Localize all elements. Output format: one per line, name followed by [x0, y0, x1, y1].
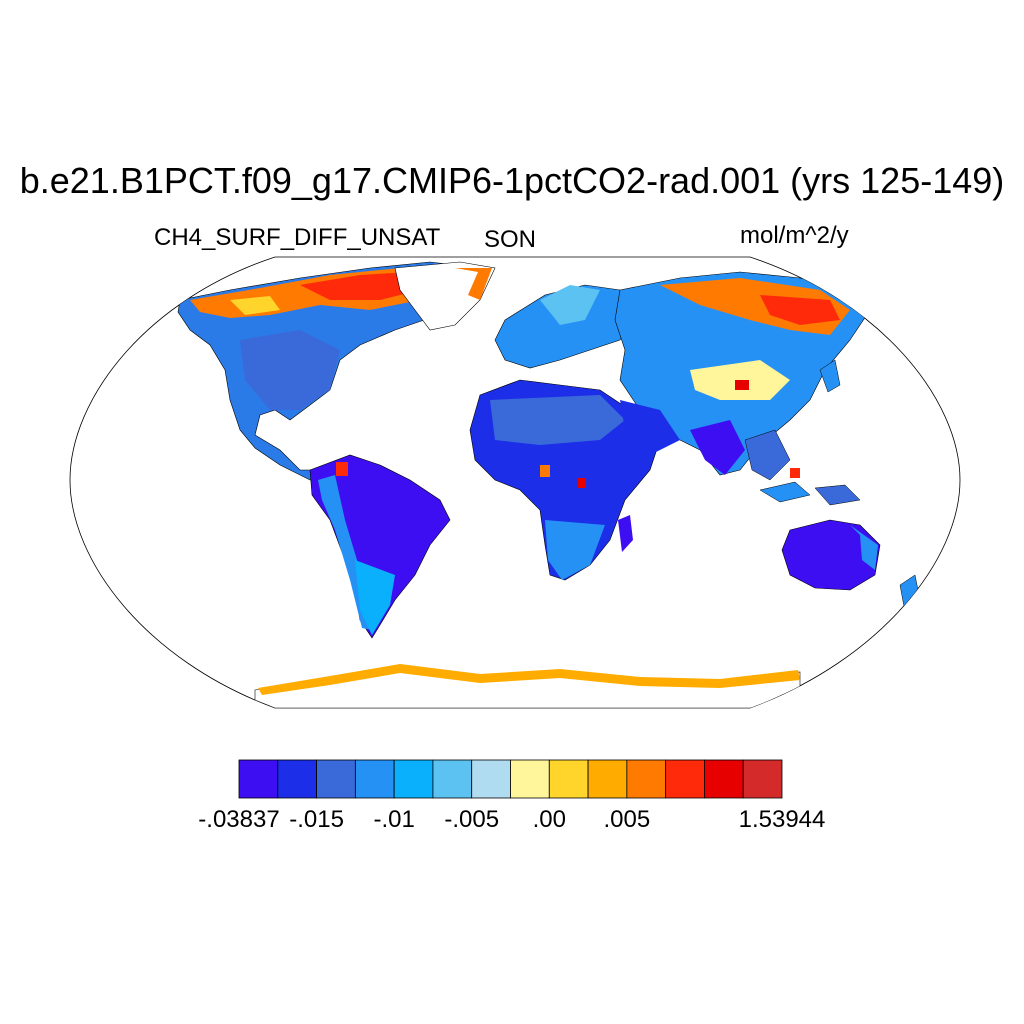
colorbar-tick-label: 1.53944 — [738, 806, 826, 833]
colorbar-swatch — [626, 759, 667, 799]
india — [690, 420, 745, 475]
variable-label: CH4_SURF_DIFF_UNSAT — [154, 224, 441, 251]
antarctica-edge — [258, 664, 800, 695]
colorbar-tick-label: .00 — [532, 806, 566, 833]
south-america — [309, 454, 451, 639]
colorbar-tick-label: .005 — [603, 806, 651, 833]
australia — [781, 519, 881, 591]
colorbar-tick-label: -.01 — [373, 806, 415, 833]
colorbar-swatch — [510, 759, 550, 799]
japan — [819, 359, 841, 393]
colorbar-swatch — [471, 759, 511, 799]
colorbar-swatch — [587, 759, 628, 799]
africa-hotspot-2 — [578, 478, 586, 488]
southern-africa — [545, 520, 605, 580]
units-label: mol/m^2/y — [740, 222, 849, 249]
arctic-canada-yellow — [230, 296, 280, 315]
tibet-hotspot — [735, 380, 749, 390]
colorbar-swatch — [665, 759, 705, 799]
colorbar-swatch — [704, 759, 744, 799]
figure-title: b.e21.B1PCT.f09_g17.CMIP6-1pctCO2-rad.00… — [19, 160, 1005, 201]
colorbar-swatch — [548, 759, 589, 799]
sahara — [490, 395, 625, 445]
borneo-hotspot — [790, 468, 800, 478]
siberia-red — [760, 295, 840, 325]
colorbar-swatch — [354, 759, 395, 799]
colorbar-swatch — [393, 759, 434, 799]
greenland — [394, 261, 496, 331]
indonesia-2 — [814, 484, 861, 506]
colorbar-tick-label: -.015 — [289, 806, 344, 833]
patagonia — [355, 560, 395, 635]
colorbar-swatch — [432, 759, 473, 799]
indochina — [744, 429, 791, 481]
arabia — [620, 400, 680, 455]
colorbar-swatch — [742, 759, 783, 799]
colorbar-tick-label: -.03837 — [198, 806, 280, 833]
north-america-core — [240, 330, 340, 410]
colorbar-tick-label: -.005 — [444, 806, 500, 833]
amazon-hotspot — [336, 462, 348, 476]
colorbar-swatch — [238, 759, 279, 799]
indonesia-1 — [759, 481, 811, 503]
australia-coast — [850, 525, 878, 570]
madagascar — [618, 515, 633, 552]
colorbar-swatch — [277, 759, 317, 799]
colorbar-swatch — [316, 759, 356, 799]
scandinavia — [540, 285, 600, 325]
season-label: SON — [484, 226, 537, 253]
africa-hotspot-1 — [540, 465, 550, 477]
greenland-edge — [455, 268, 492, 300]
arctic-canada-red — [300, 272, 420, 300]
